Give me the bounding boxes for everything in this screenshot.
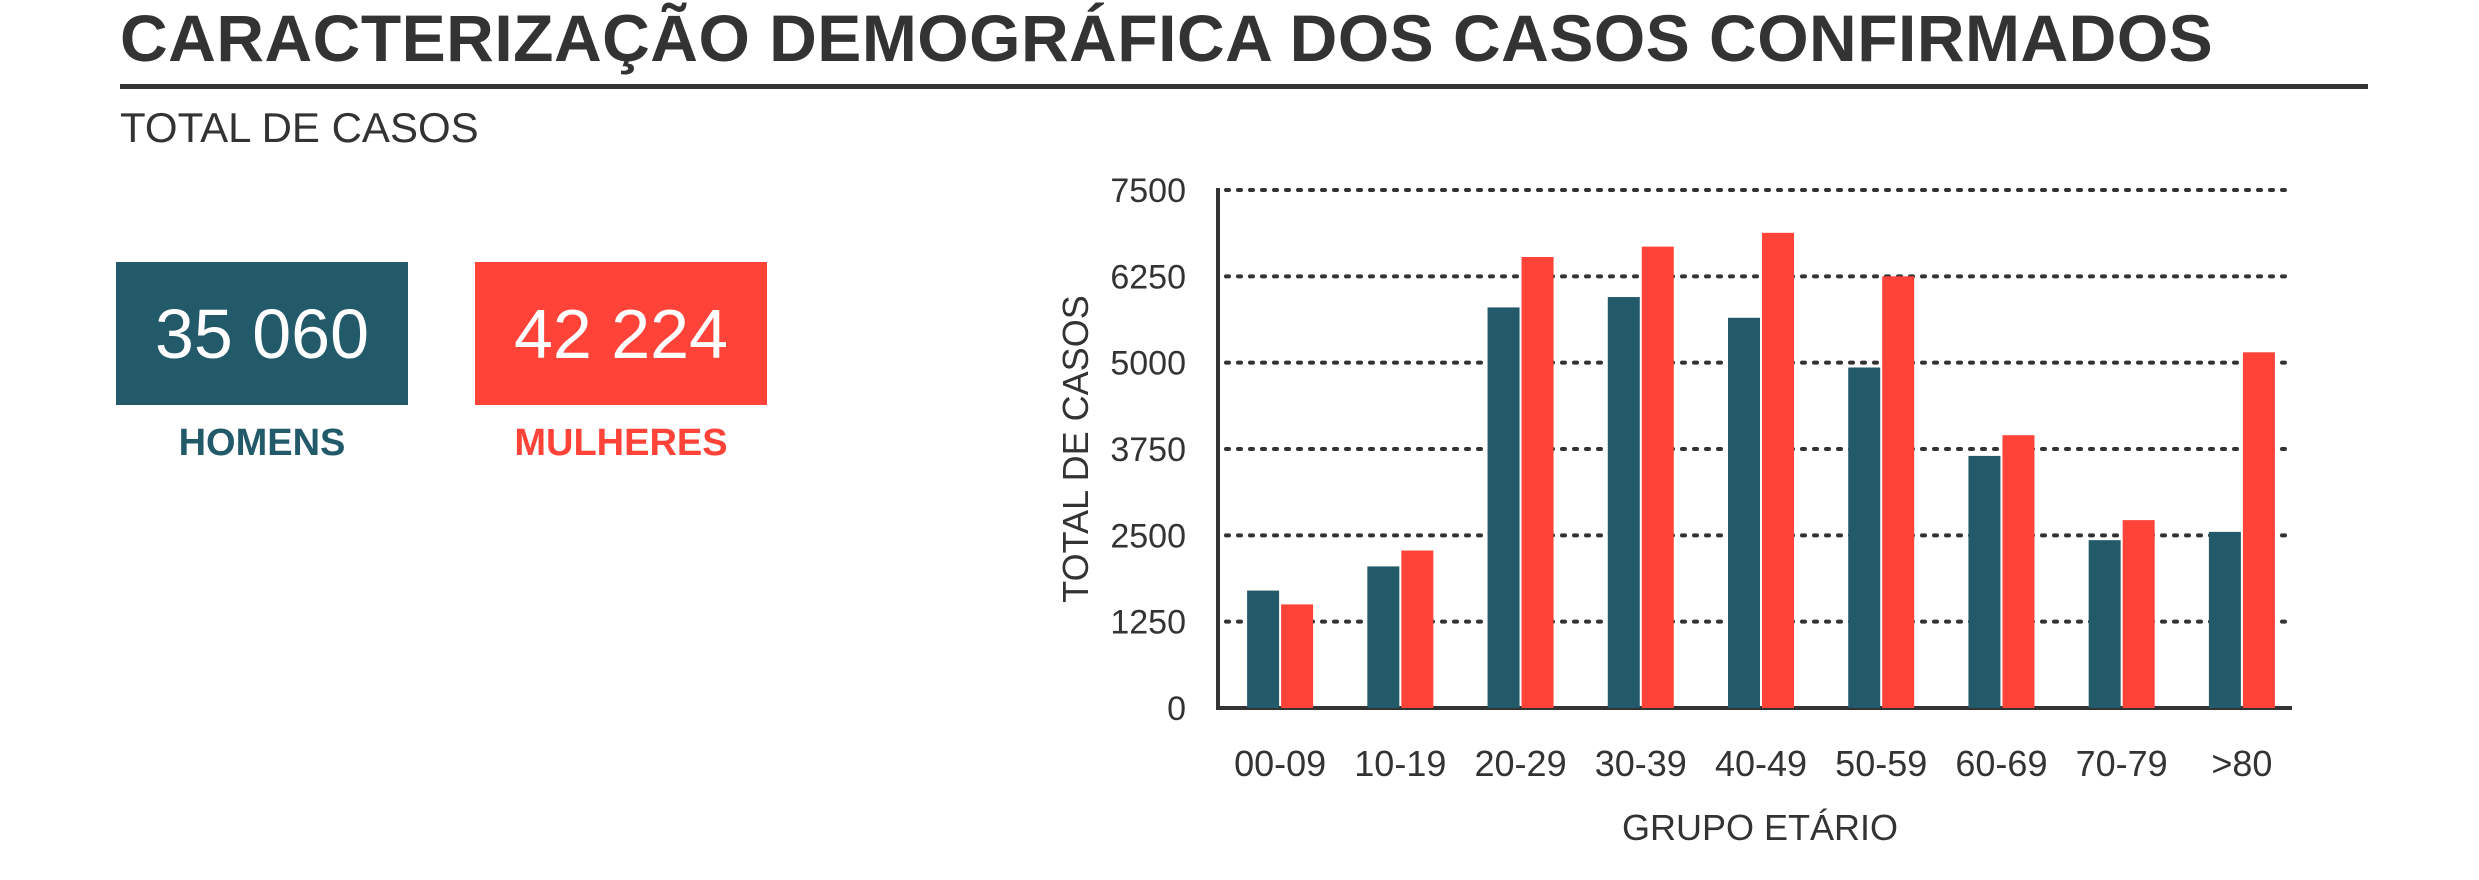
bar-women bbox=[2002, 435, 2035, 708]
men-total-box: 35 060 bbox=[116, 262, 408, 405]
x-axis-label: GRUPO ETÁRIO bbox=[1622, 807, 1898, 848]
bar-men bbox=[1728, 317, 1760, 708]
y-tick-label: 6250 bbox=[1110, 258, 1186, 296]
y-tick-label: 7500 bbox=[1110, 172, 1186, 210]
page-title: CARACTERIZAÇÃO DEMOGRÁFICA DOS CASOS CON… bbox=[120, 1, 2214, 75]
bar-men bbox=[1607, 297, 1640, 708]
page-subtitle: TOTAL DE CASOS bbox=[120, 104, 479, 151]
bar-men bbox=[1968, 455, 2001, 708]
y-tick-label: 2500 bbox=[1110, 517, 1186, 555]
women-total-box: 42 224 bbox=[475, 262, 767, 405]
bar-women bbox=[2122, 520, 2155, 708]
x-tick-label: 50-59 bbox=[1835, 743, 1927, 784]
bar-men bbox=[2208, 531, 2241, 708]
x-tick-label: 00-09 bbox=[1234, 743, 1326, 784]
title-divider bbox=[120, 84, 2368, 89]
bar-women bbox=[1762, 232, 1794, 708]
bar-men bbox=[2088, 540, 2121, 708]
bar-women bbox=[1521, 256, 1554, 708]
y-tick-label: 3750 bbox=[1110, 431, 1186, 469]
x-tick-label: 70-79 bbox=[2076, 743, 2168, 784]
x-tick-label: >80 bbox=[2211, 743, 2272, 784]
x-tick-label: 60-69 bbox=[1955, 743, 2047, 784]
women-label: MULHERES bbox=[514, 422, 728, 464]
bar-men bbox=[1848, 367, 1881, 708]
women-total-value: 42 224 bbox=[513, 294, 729, 373]
bar-men bbox=[1247, 590, 1280, 708]
bar-men bbox=[1367, 566, 1400, 708]
men-total-value: 35 060 bbox=[154, 294, 370, 373]
bar-women bbox=[1401, 550, 1434, 708]
bar-men bbox=[1487, 307, 1520, 708]
bar-women bbox=[2242, 352, 2275, 708]
bar-women bbox=[1281, 604, 1314, 708]
men-label: HOMENS bbox=[178, 422, 346, 464]
bar-women bbox=[1641, 246, 1674, 708]
y-tick-label: 0 bbox=[1167, 690, 1186, 728]
x-tick-label: 30-39 bbox=[1595, 743, 1687, 784]
y-tick-label: 1250 bbox=[1110, 604, 1186, 642]
bar-women bbox=[1882, 276, 1915, 708]
y-tick-label: 5000 bbox=[1110, 345, 1186, 383]
x-tick-label: 10-19 bbox=[1354, 743, 1446, 784]
x-tick-label: 40-49 bbox=[1715, 743, 1807, 784]
y-axis-label: TOTAL DE CASOS bbox=[1055, 295, 1096, 602]
x-tick-label: 20-29 bbox=[1475, 743, 1567, 784]
